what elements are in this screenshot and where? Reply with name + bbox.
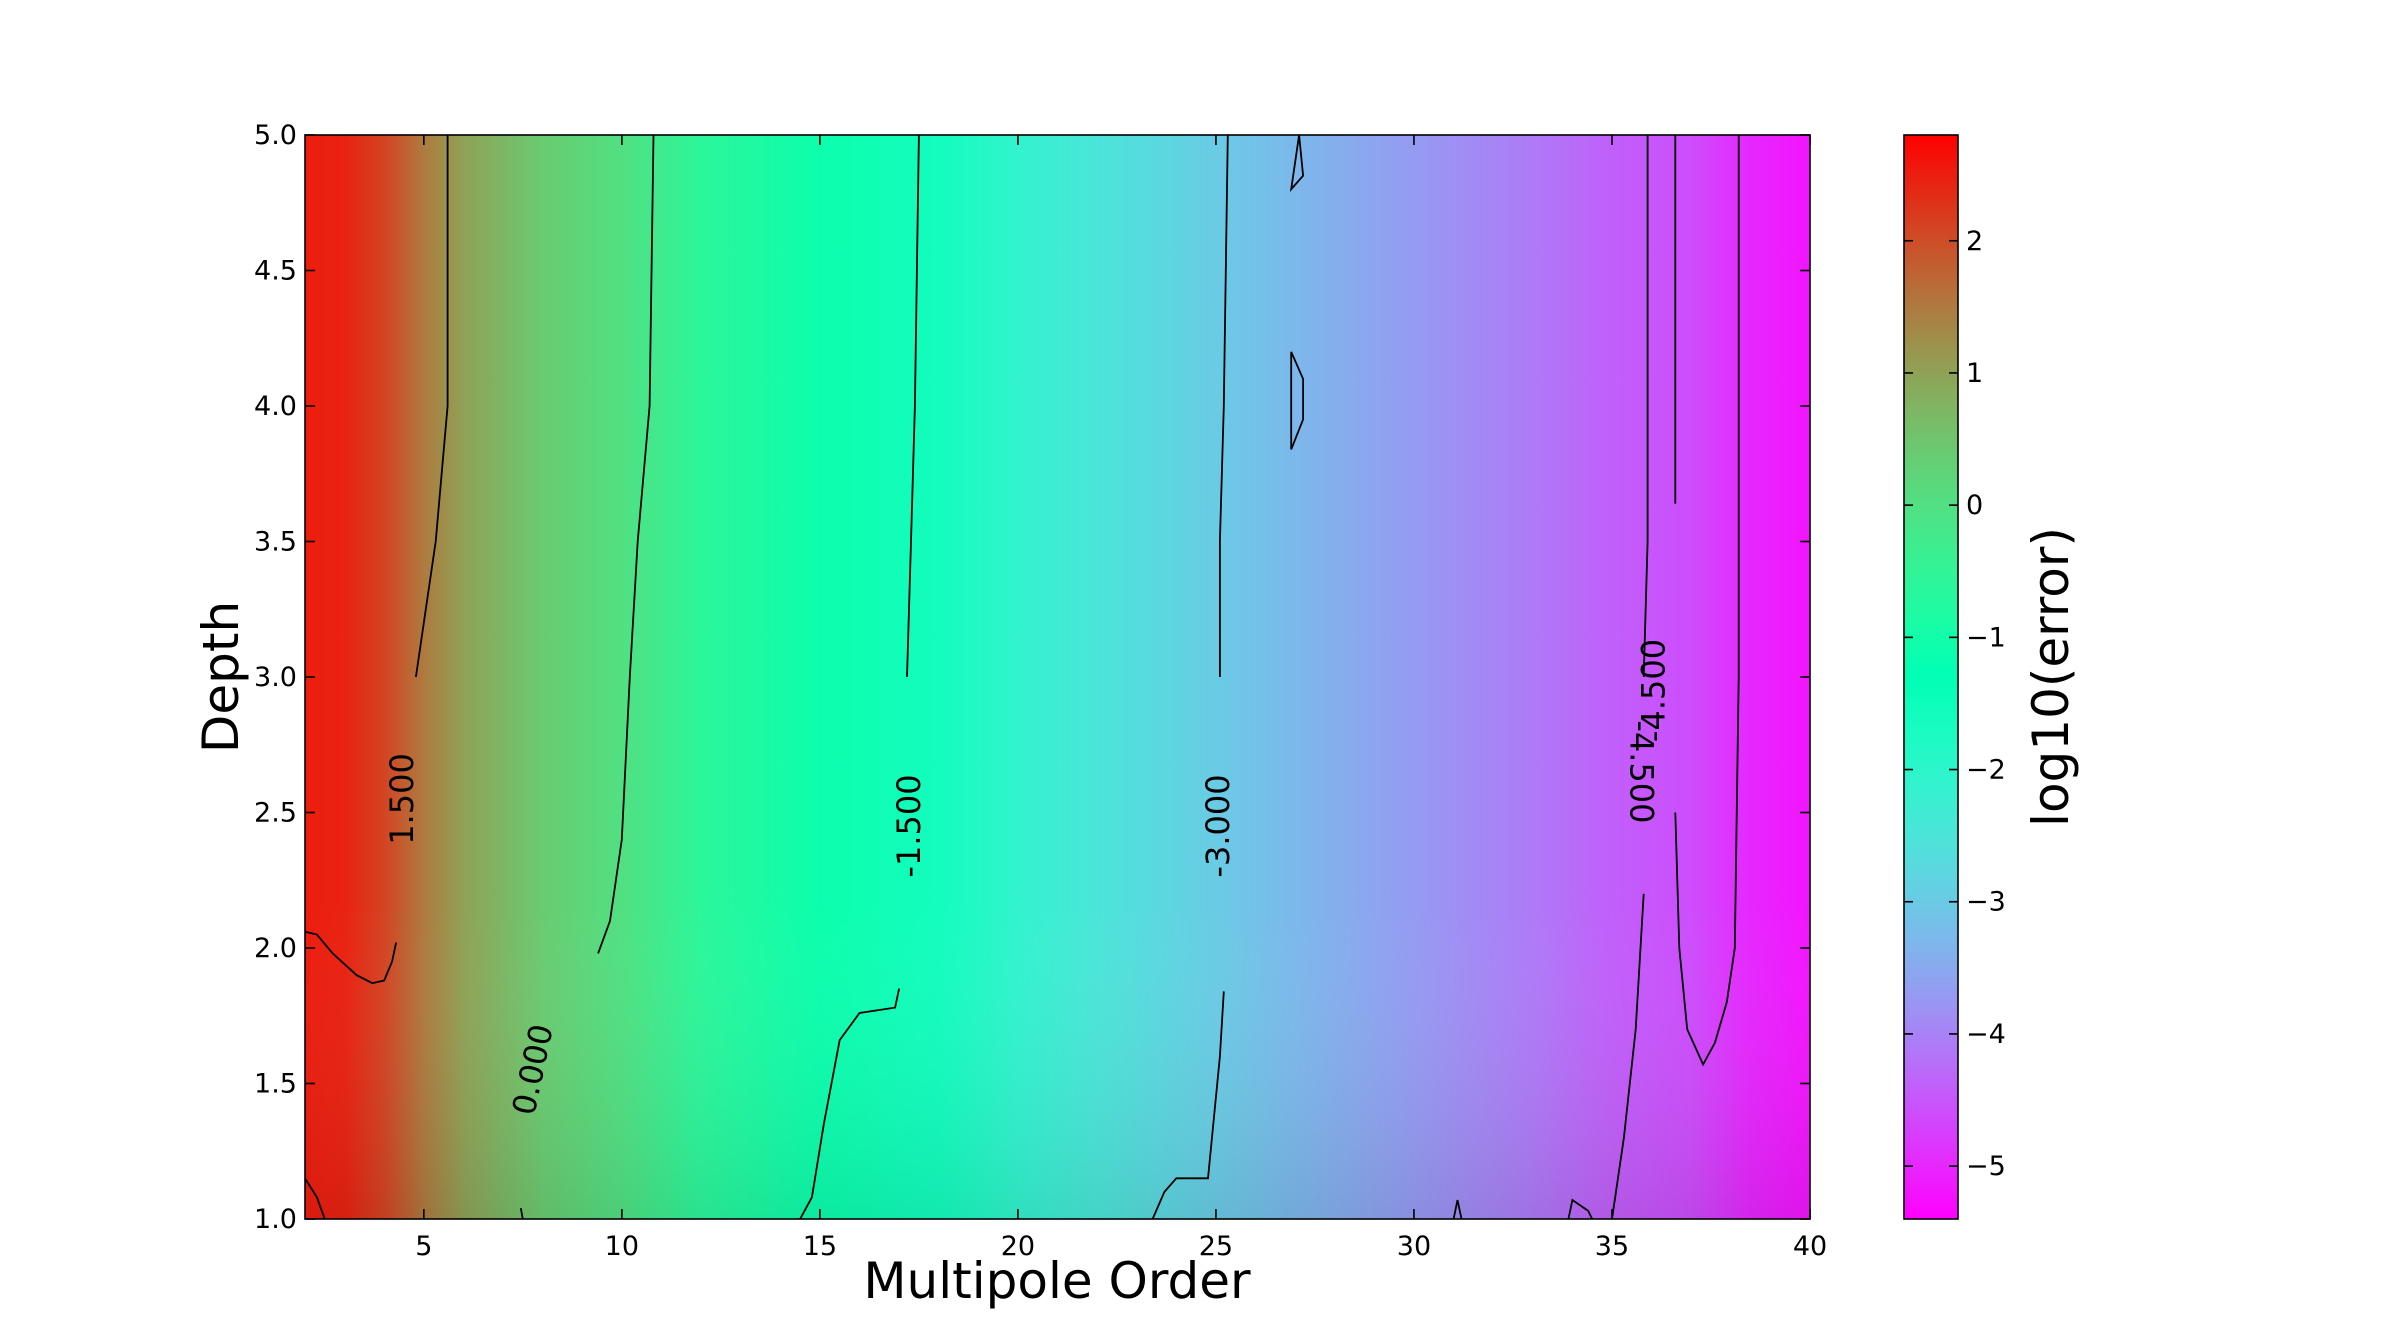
colorbar-tick-label: 0 (1966, 490, 1983, 521)
y-tick-label: 5.0 (254, 120, 297, 151)
x-axis-ticks: 5 10 15 20 25 30 35 40 (415, 135, 1827, 1262)
y-tick-label: 2.5 (254, 798, 297, 829)
colorbar-tick-label: −3 (1966, 887, 2006, 918)
colorbar-tick-label: 2 (1966, 226, 1983, 257)
colorbar-ticks: 2 1 0 −1 −2 −3 −4 −5 (1904, 226, 2006, 1182)
contour-line-11 (1452, 1199, 1463, 1219)
contour-line-0 (415, 135, 449, 678)
x-tick-label: 35 (1595, 1231, 1629, 1262)
contour-line-10 (1290, 351, 1304, 450)
y-tick-label: 2.0 (254, 933, 297, 964)
x-tick-label: 15 (803, 1231, 837, 1262)
x-tick-label: 25 (1199, 1231, 1233, 1262)
contour-line-16 (1567, 1198, 1594, 1219)
x-tick-label: 30 (1397, 1231, 1431, 1262)
colorbar-tick-label: −1 (1966, 622, 2006, 653)
colorbar-gradient-bar (1903, 134, 1959, 1220)
heatmap-lower-shade (305, 900, 1810, 1219)
contour-line-4 (519, 1208, 524, 1219)
y-tick-label: 3.5 (254, 527, 297, 558)
contour-line-8 (1151, 991, 1225, 1219)
y-tick-label: 4.0 (254, 391, 297, 422)
x-tick-label: 20 (1001, 1231, 1035, 1262)
contour-line-3 (597, 135, 655, 954)
contour-label-2: -1.500 (890, 774, 928, 877)
contour-line-1 (305, 930, 397, 985)
x-tick-label: 5 (415, 1231, 432, 1262)
contour-line-2 (305, 1177, 326, 1219)
colorbar-tick-label: −2 (1966, 755, 2006, 786)
y-axis-label: Depth (192, 601, 250, 753)
contour-line-9 (1289, 135, 1305, 193)
x-axis-label: Multipole Order (863, 1252, 1251, 1310)
contour-line-7 (1219, 135, 1229, 677)
colorbar-tick-label: −5 (1966, 1151, 2006, 1182)
colorbar-tick-label: −4 (1966, 1019, 2006, 1050)
y-tick-label: 1.0 (254, 1204, 297, 1235)
contour-label-3: -3.000 (1199, 774, 1237, 877)
x-tick-label: 40 (1793, 1231, 1827, 1262)
contour-line-5 (906, 135, 920, 678)
contour-lines (305, 135, 1740, 1219)
y-axis-ticks: 1.0 1.5 2.0 2.5 3.0 3.5 4.0 4.5 5.0 (254, 120, 1810, 1235)
x-tick-label: 10 (605, 1231, 639, 1262)
contour-line-12 (1642, 135, 1649, 678)
contour-label-5: -4.500 (1623, 720, 1661, 823)
contour-label-0: 1.500 (383, 753, 421, 845)
colorbar-label: log10(error) (2022, 527, 2080, 827)
y-tick-label: 4.5 (254, 256, 297, 287)
contour-line-15 (1674, 135, 1740, 1067)
y-tick-label: 3.0 (254, 662, 297, 693)
contour-label-4: -4.500 (1635, 639, 1673, 742)
contour-line-13 (1611, 893, 1645, 1219)
colorbar-tick-label: 1 (1966, 358, 1983, 389)
contour-line-6 (799, 988, 900, 1219)
y-tick-label: 1.5 (254, 1069, 297, 1100)
colorbar: 2 1 0 −1 −2 −3 −4 −5 log10(error) (1903, 134, 2080, 1220)
